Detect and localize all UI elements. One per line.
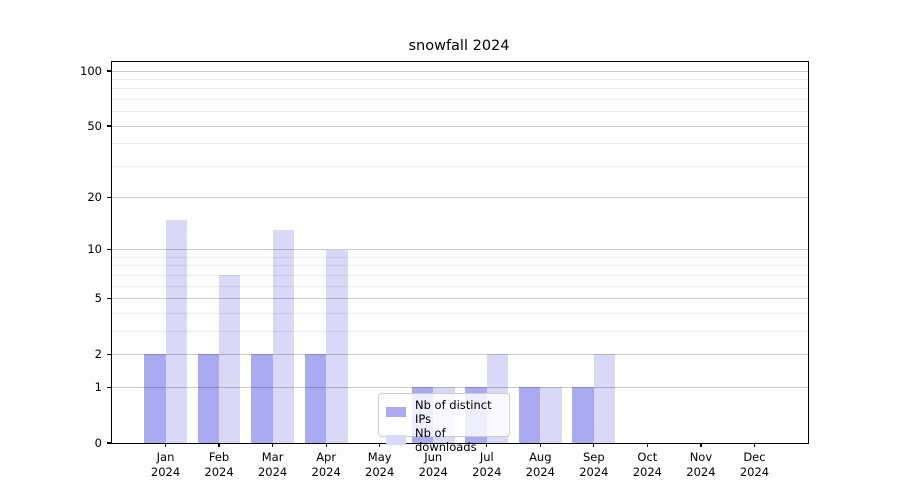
bar-downloads — [165, 219, 187, 443]
legend: Nb of distinct IPs Nb of downloads — [378, 393, 510, 454]
x-tick-mark — [700, 443, 702, 447]
bar-distinct-ips — [518, 387, 541, 443]
y-tick-label: 5 — [94, 291, 102, 306]
x-tick-mark — [646, 443, 649, 447]
y-tick-mark — [107, 353, 111, 356]
x-tick-label: Aug 2024 — [525, 450, 555, 479]
x-tick-mark — [379, 443, 381, 447]
x-tick-label: Jun 2024 — [418, 450, 448, 479]
y-tick-mark — [107, 125, 111, 127]
gridline-minor — [112, 111, 808, 113]
x-tick-mark — [271, 443, 274, 447]
legend-swatch — [386, 435, 406, 445]
bar-downloads — [326, 249, 348, 443]
x-tick-mark — [218, 443, 220, 447]
legend-label: Nb of distinct IPs — [415, 398, 492, 426]
gridline-major — [112, 70, 808, 72]
legend-swatch — [386, 407, 406, 417]
plot-area: Nb of distinct IPs Nb of downloads 0 1 2 5 10… — [80, 61, 809, 479]
bar-downloads — [540, 387, 562, 443]
x-tick-mark — [539, 443, 541, 447]
x-tick-mark — [432, 443, 434, 447]
x-tick-mark — [753, 443, 756, 447]
y-tick-mark — [107, 249, 111, 251]
x-tick-label: Feb 2024 — [204, 450, 234, 479]
bar-distinct-ips — [144, 354, 166, 443]
gridline-minor — [112, 88, 808, 90]
x-tick-mark — [325, 443, 327, 447]
x-tick-label: Nov 2024 — [686, 450, 716, 479]
x-tick-label: Mar 2024 — [257, 450, 288, 479]
gridline-major — [112, 197, 808, 199]
y-tick-label: 2 — [94, 346, 102, 361]
y-tick-mark — [107, 297, 111, 300]
legend-item: Nb of downloads — [386, 426, 502, 454]
gridline-minor — [112, 312, 808, 314]
gridline-minor — [112, 98, 808, 100]
bar-downloads — [219, 275, 241, 443]
gridline-major — [112, 249, 808, 251]
y-tick-label: 0 — [94, 435, 102, 450]
gridline-major — [112, 386, 808, 388]
bar-downloads — [272, 230, 295, 443]
x-tick-mark — [164, 443, 167, 447]
x-tick-label: Apr 2024 — [311, 450, 341, 479]
gridline-minor — [112, 265, 808, 267]
y-tick-mark — [107, 70, 111, 72]
gridline-major — [112, 125, 808, 127]
y-tick-label: 50 — [87, 118, 102, 133]
bar-distinct-ips — [304, 354, 327, 443]
bar-distinct-ips — [197, 354, 220, 443]
gridline-major — [112, 353, 808, 355]
x-tick-label: May 2024 — [365, 450, 395, 479]
bar-downloads — [593, 354, 616, 443]
x-tick-mark — [486, 443, 488, 447]
gridline-minor — [112, 78, 808, 80]
gridline-minor — [112, 330, 808, 332]
legend-item: Nb of distinct IPs — [386, 398, 502, 426]
bar-distinct-ips — [251, 354, 273, 443]
y-tick-mark — [107, 386, 111, 388]
legend-label: Nb of downloads — [415, 426, 477, 454]
gridline-minor — [112, 285, 808, 287]
y-tick-mark — [107, 196, 111, 199]
gridline-minor — [112, 256, 808, 258]
y-tick-label: 10 — [87, 242, 102, 257]
gridline-major — [112, 298, 808, 300]
gridline-minor — [112, 274, 808, 276]
x-tick-label: Jan 2024 — [150, 450, 181, 479]
x-tick-label: Dec 2024 — [739, 450, 770, 479]
y-tick-label: 1 — [94, 379, 102, 394]
x-tick-label: Oct 2024 — [632, 450, 663, 479]
gridline-minor — [112, 165, 808, 167]
x-tick-label: Jul 2024 — [472, 450, 502, 479]
gridline-minor — [112, 143, 808, 145]
x-tick-label: Sep 2024 — [579, 450, 609, 479]
y-tick-label: 20 — [87, 190, 102, 205]
chart-title: snowfall 2024 — [408, 38, 510, 54]
y-tick-label: 100 — [80, 63, 102, 78]
x-tick-mark — [593, 443, 595, 447]
y-tick-mark — [107, 442, 111, 444]
bar-distinct-ips — [572, 387, 594, 443]
